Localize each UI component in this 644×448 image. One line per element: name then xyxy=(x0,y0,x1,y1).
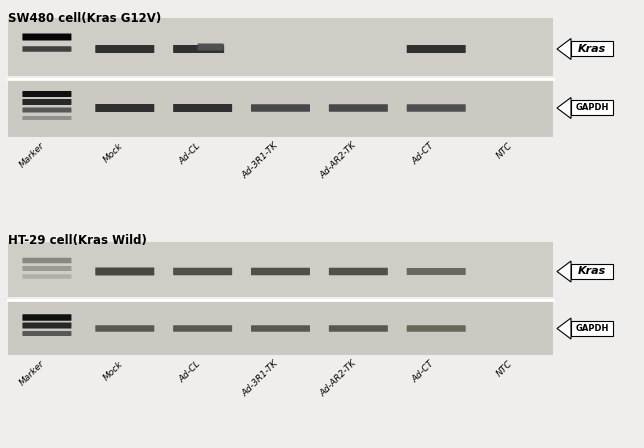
FancyBboxPatch shape xyxy=(173,268,232,275)
FancyBboxPatch shape xyxy=(23,258,71,263)
Text: SW480 cell(Kras G12V): SW480 cell(Kras G12V) xyxy=(8,12,161,25)
Bar xyxy=(571,264,613,279)
Bar xyxy=(571,42,613,56)
Text: NTC: NTC xyxy=(495,141,514,160)
FancyBboxPatch shape xyxy=(23,266,71,271)
FancyBboxPatch shape xyxy=(95,267,155,276)
Polygon shape xyxy=(557,318,571,339)
FancyBboxPatch shape xyxy=(23,108,71,112)
Text: Kras: Kras xyxy=(578,267,606,276)
FancyBboxPatch shape xyxy=(329,104,388,112)
Text: Marker: Marker xyxy=(18,359,47,388)
FancyBboxPatch shape xyxy=(251,104,310,112)
Bar xyxy=(8,18,553,76)
Text: GAPDH: GAPDH xyxy=(575,103,609,112)
Text: Ad-3R1-TK: Ad-3R1-TK xyxy=(241,141,281,181)
FancyBboxPatch shape xyxy=(23,34,71,40)
Text: HT-29 cell(Kras Wild): HT-29 cell(Kras Wild) xyxy=(8,234,147,247)
FancyBboxPatch shape xyxy=(23,46,71,52)
FancyBboxPatch shape xyxy=(23,331,71,336)
Text: Marker: Marker xyxy=(18,141,47,170)
FancyBboxPatch shape xyxy=(23,99,71,105)
FancyBboxPatch shape xyxy=(23,314,71,321)
Bar xyxy=(8,242,553,297)
FancyBboxPatch shape xyxy=(23,116,71,120)
Polygon shape xyxy=(557,39,571,60)
FancyBboxPatch shape xyxy=(173,45,224,53)
Text: Ad-CL: Ad-CL xyxy=(178,141,203,166)
Text: Ad-3R1-TK: Ad-3R1-TK xyxy=(241,359,281,399)
Bar xyxy=(571,100,613,116)
FancyBboxPatch shape xyxy=(23,91,71,97)
FancyBboxPatch shape xyxy=(329,325,388,332)
FancyBboxPatch shape xyxy=(23,323,71,328)
FancyBboxPatch shape xyxy=(95,45,155,53)
Text: Ad-AR2-TK: Ad-AR2-TK xyxy=(319,359,358,399)
Polygon shape xyxy=(557,98,571,119)
FancyBboxPatch shape xyxy=(198,43,223,51)
FancyBboxPatch shape xyxy=(23,274,71,279)
Text: Mock: Mock xyxy=(102,359,125,382)
Bar xyxy=(8,300,553,355)
FancyBboxPatch shape xyxy=(95,104,155,112)
FancyBboxPatch shape xyxy=(251,268,310,275)
FancyBboxPatch shape xyxy=(407,325,466,332)
FancyBboxPatch shape xyxy=(173,325,232,332)
FancyBboxPatch shape xyxy=(95,325,155,332)
Text: NTC: NTC xyxy=(495,359,514,379)
Text: Ad-AR2-TK: Ad-AR2-TK xyxy=(319,141,358,181)
FancyBboxPatch shape xyxy=(251,325,310,332)
FancyBboxPatch shape xyxy=(329,268,388,275)
Polygon shape xyxy=(557,261,571,282)
Text: GAPDH: GAPDH xyxy=(575,324,609,333)
Bar xyxy=(8,79,553,137)
FancyBboxPatch shape xyxy=(407,104,466,112)
Text: Mock: Mock xyxy=(102,141,125,164)
Bar xyxy=(571,321,613,336)
FancyBboxPatch shape xyxy=(407,268,466,275)
Text: Kras: Kras xyxy=(578,44,606,54)
Text: Ad-CT: Ad-CT xyxy=(411,359,436,384)
FancyBboxPatch shape xyxy=(407,45,466,53)
FancyBboxPatch shape xyxy=(173,104,232,112)
Text: Ad-CT: Ad-CT xyxy=(411,141,436,166)
Text: Ad-CL: Ad-CL xyxy=(178,359,203,384)
